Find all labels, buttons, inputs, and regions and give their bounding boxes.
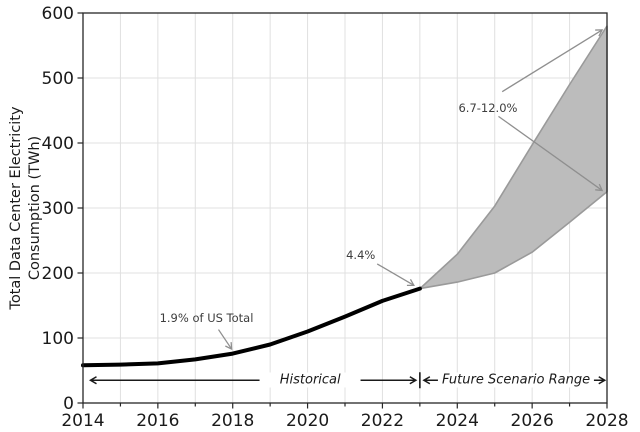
x-tick-label: 2028	[585, 411, 628, 431]
x-tick-label: 2026	[511, 411, 554, 431]
future-range-label: Future Scenario Range	[437, 372, 595, 388]
y-tick-label: 300	[42, 199, 74, 219]
x-tick-label: 2024	[436, 411, 479, 431]
x-tick-label: 2014	[61, 411, 104, 431]
y-tick-label: 200	[42, 264, 74, 284]
y-tick-label: 500	[42, 69, 74, 89]
historical-range-label: Historical	[259, 372, 361, 388]
y-tick-label: 400	[42, 134, 74, 154]
y-tick-label: 100	[42, 329, 74, 349]
annotation-future-share-range: 6.7-12.0%	[458, 100, 518, 115]
y-tick-label: 0	[63, 394, 74, 414]
annotation-2023-share: 4.4%	[346, 247, 376, 262]
annotation-arrow	[498, 115, 604, 192]
annotation-arrow	[376, 263, 415, 287]
y-tick-label: 600	[42, 4, 74, 24]
y-axis-title-line1: Total Data Center Electricity	[7, 106, 24, 310]
y-axis-title: Total Data Center Electricity Consumptio…	[7, 106, 45, 309]
axis-ticks	[77, 12, 608, 409]
future-scenario-band	[419, 25, 608, 290]
historical-line	[81, 286, 422, 368]
x-tick-label: 2018	[211, 411, 254, 431]
axis-tick-labels: 2014 2016 2018 2020 2022 2024 2026 2028 0 100 200 3…	[42, 4, 629, 431]
x-tick-label: 2020	[286, 411, 329, 431]
annotation-arrow	[217, 329, 233, 351]
y-axis-title-line2: Consumption (TWh)	[27, 135, 43, 281]
x-tick-label: 2016	[136, 411, 179, 431]
x-tick-label: 2022	[361, 411, 404, 431]
annotation-arrows	[217, 29, 604, 351]
annotation-historical-share: 1.9% of US Total	[159, 310, 254, 325]
annotation-arrow	[501, 29, 604, 93]
